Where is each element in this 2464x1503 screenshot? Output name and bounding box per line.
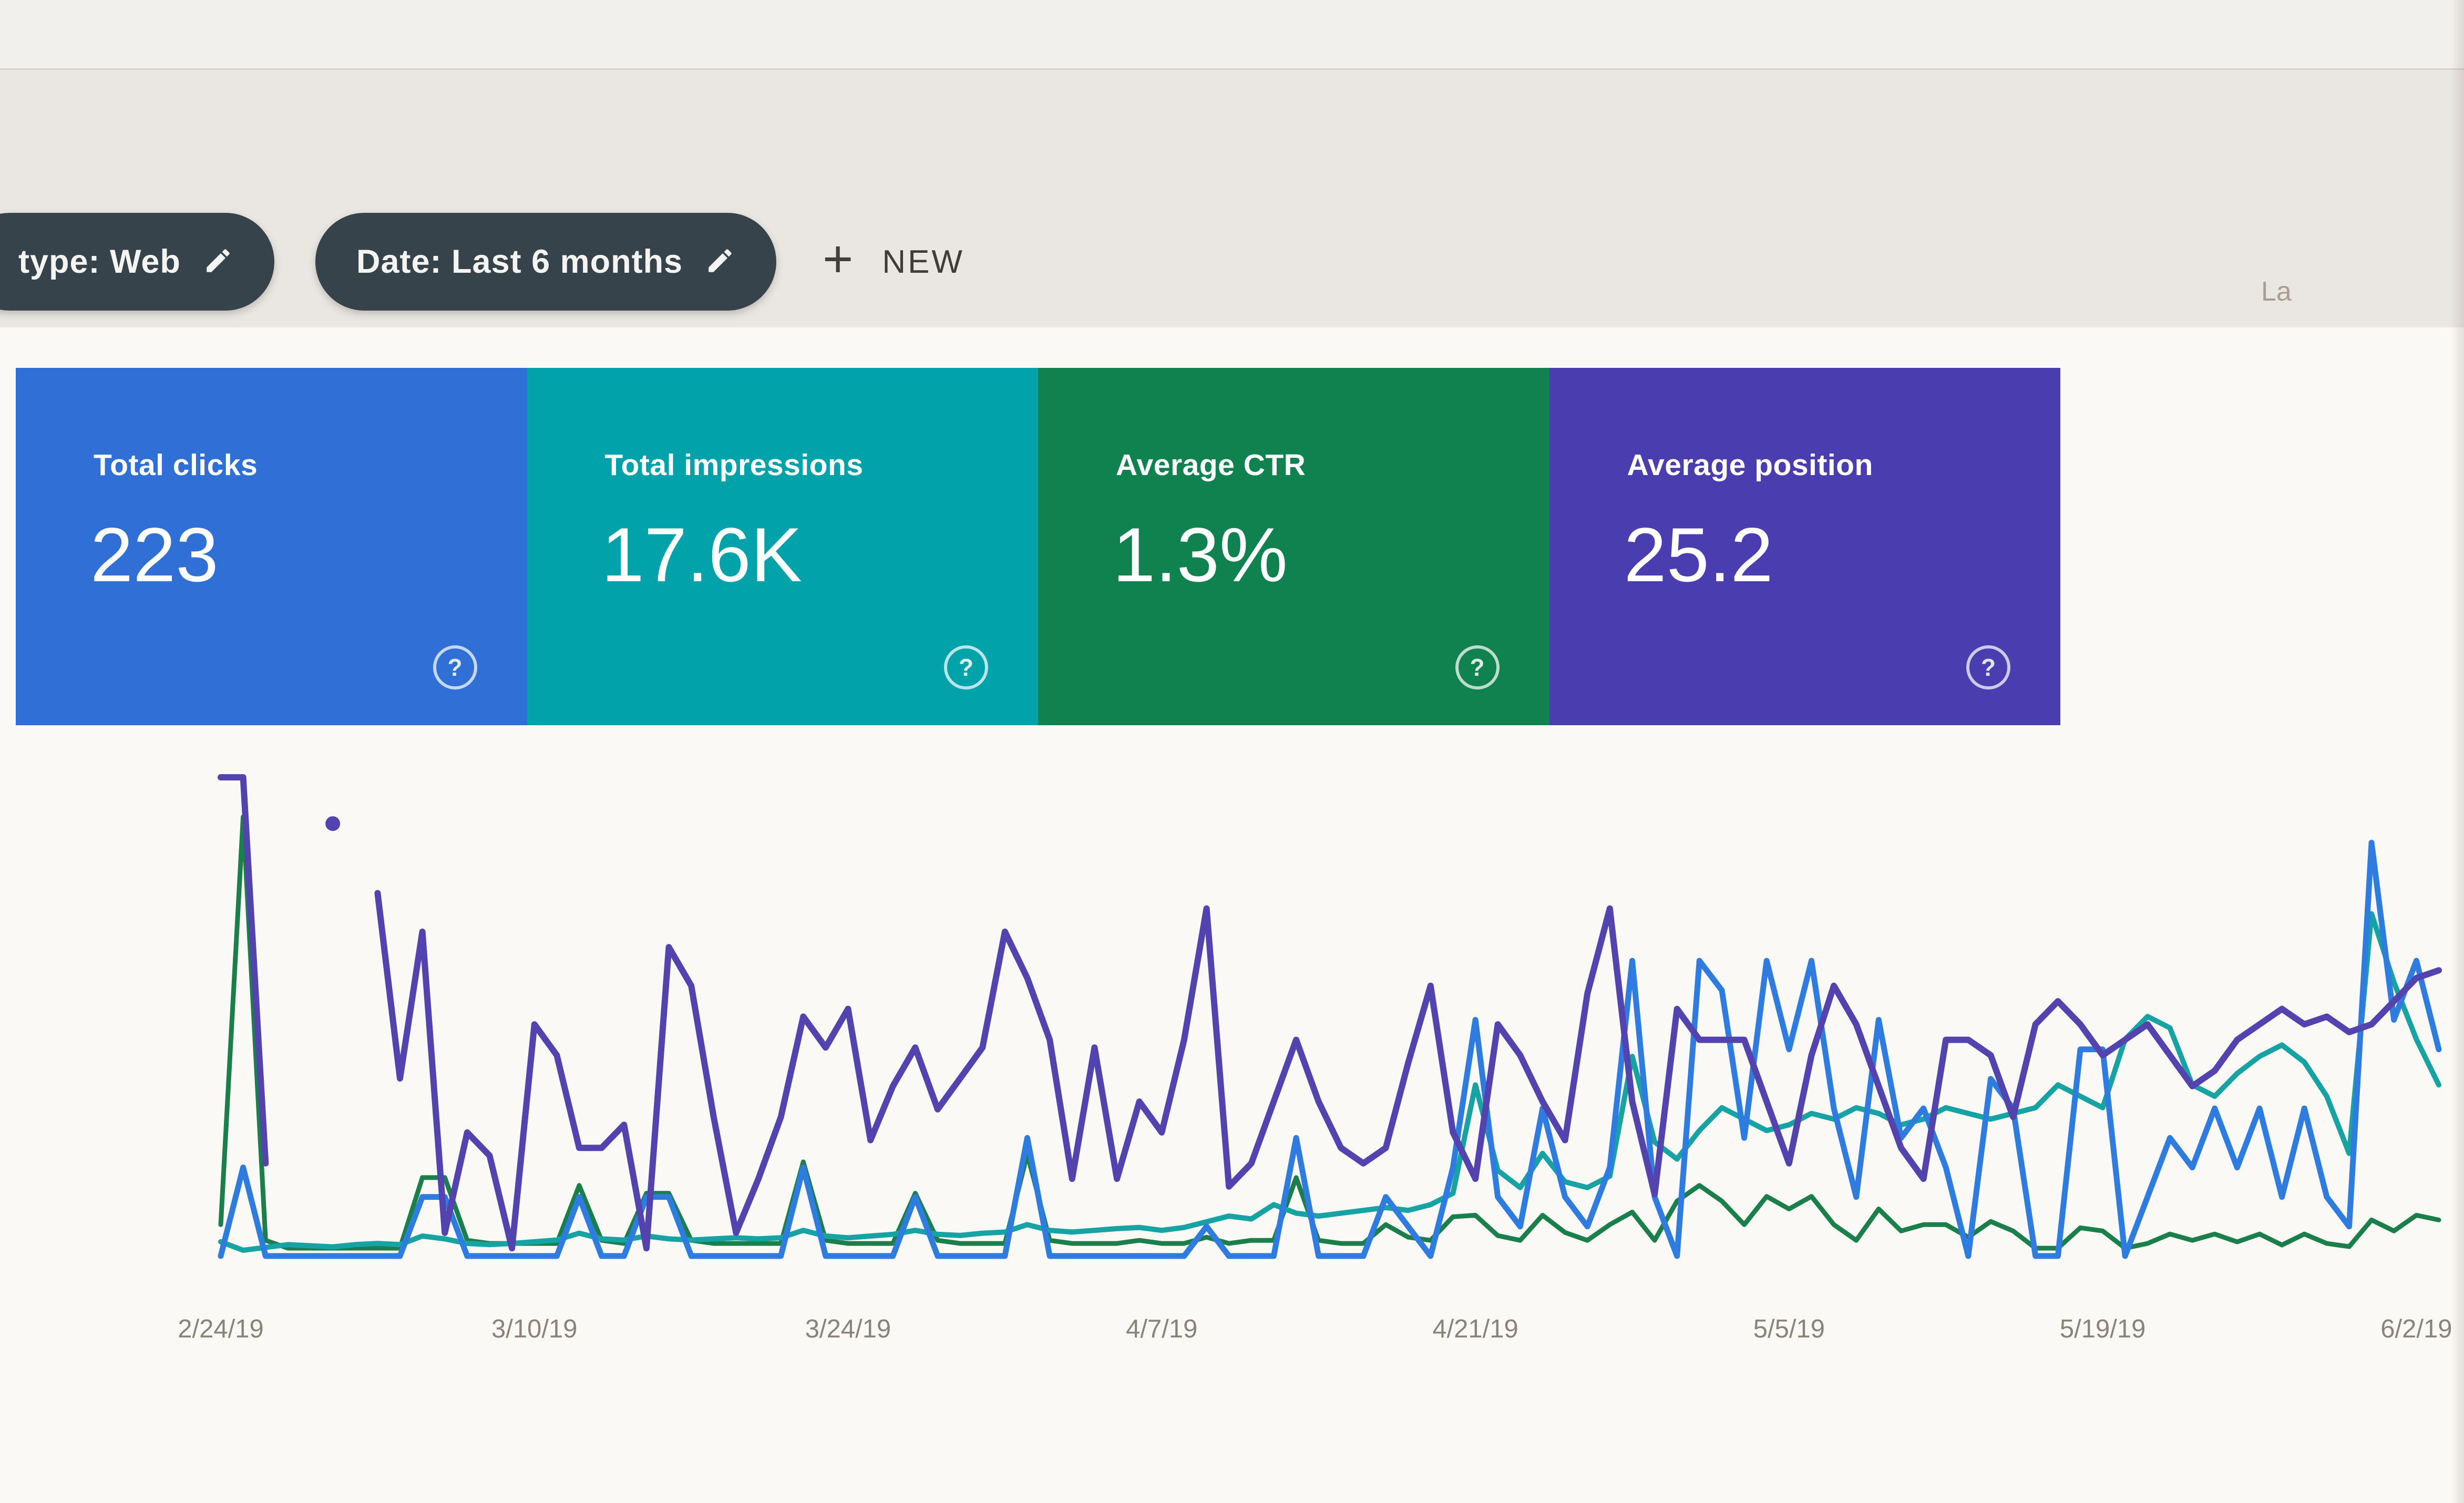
x-axis-label: 3/24/19 [805,1315,891,1343]
series-line-ctr [218,814,2441,1251]
card-label: Average CTR [1116,448,1306,482]
plus-icon: + [823,230,854,289]
average-position-card[interactable]: Average position 25.2 ? [1549,368,2060,725]
edit-pencil-icon [705,245,735,279]
performance-chart-canvas[interactable]: 2/24/19 3/10/19 3/24/19 4/7/19 4/21/19 5/5/19… [0,730,2464,1414]
help-icon[interactable]: ? [433,645,477,689]
x-axis-label: 3/10/19 [491,1315,578,1343]
help-icon[interactable]: ? [1966,645,2010,689]
new-filter-button[interactable]: + NEW [823,225,964,298]
filter-chip-label: type: Web [18,243,181,280]
filter-chip-date-range[interactable]: Date: Last 6 months [315,213,777,311]
card-label: Total clicks [94,448,258,482]
help-icon[interactable]: ? [944,645,988,689]
filter-chip-label: Date: Last 6 months [356,243,683,280]
card-value: 25.2 [1624,512,1773,598]
card-value: 1.3% [1113,512,1288,598]
x-axis-label: 5/19/19 [2060,1315,2146,1343]
total-clicks-card[interactable]: Total clicks 223 ? [16,368,527,725]
card-label: Average position [1627,448,1873,482]
series-line-position [218,774,2442,1252]
x-axis-label: 5/5/19 [1753,1315,1825,1343]
top-strip [0,0,2464,68]
performance-chart: 2/24/19 3/10/19 3/24/19 4/7/19 4/21/19 5/5/19… [0,730,2464,1414]
x-axis-label: 6/2/19 [2380,1315,2452,1343]
help-icon[interactable]: ? [1455,645,1500,689]
x-axis-label: 2/24/19 [178,1315,264,1343]
card-value: 223 [90,512,219,598]
series-line-clicks [218,840,2442,1259]
series-line-impressions [218,911,2441,1253]
screen-right-edge [2450,0,2464,1503]
filter-chip-search-type[interactable]: type: Web [0,213,274,311]
card-value: 17.6K [601,512,803,598]
x-axis-label: 4/21/19 [1432,1315,1518,1343]
new-filter-label: NEW [882,243,965,280]
total-impressions-card[interactable]: Total impressions 17.6K ? [527,368,1038,725]
isolated-data-point-position [325,816,341,831]
summary-cards-row: Total clicks 223 ? Total impressions 17.… [16,368,2060,725]
card-label: Total impressions [604,448,864,482]
average-ctr-card[interactable]: Average CTR 1.3% ? [1038,368,1549,725]
filter-toolbar: type: Web Date: Last 6 months + NEW La [0,68,2464,327]
x-axis-label: 4/7/19 [1126,1315,1197,1343]
edit-pencil-icon [203,245,233,279]
truncated-last-updated-text: La [2261,276,2292,307]
